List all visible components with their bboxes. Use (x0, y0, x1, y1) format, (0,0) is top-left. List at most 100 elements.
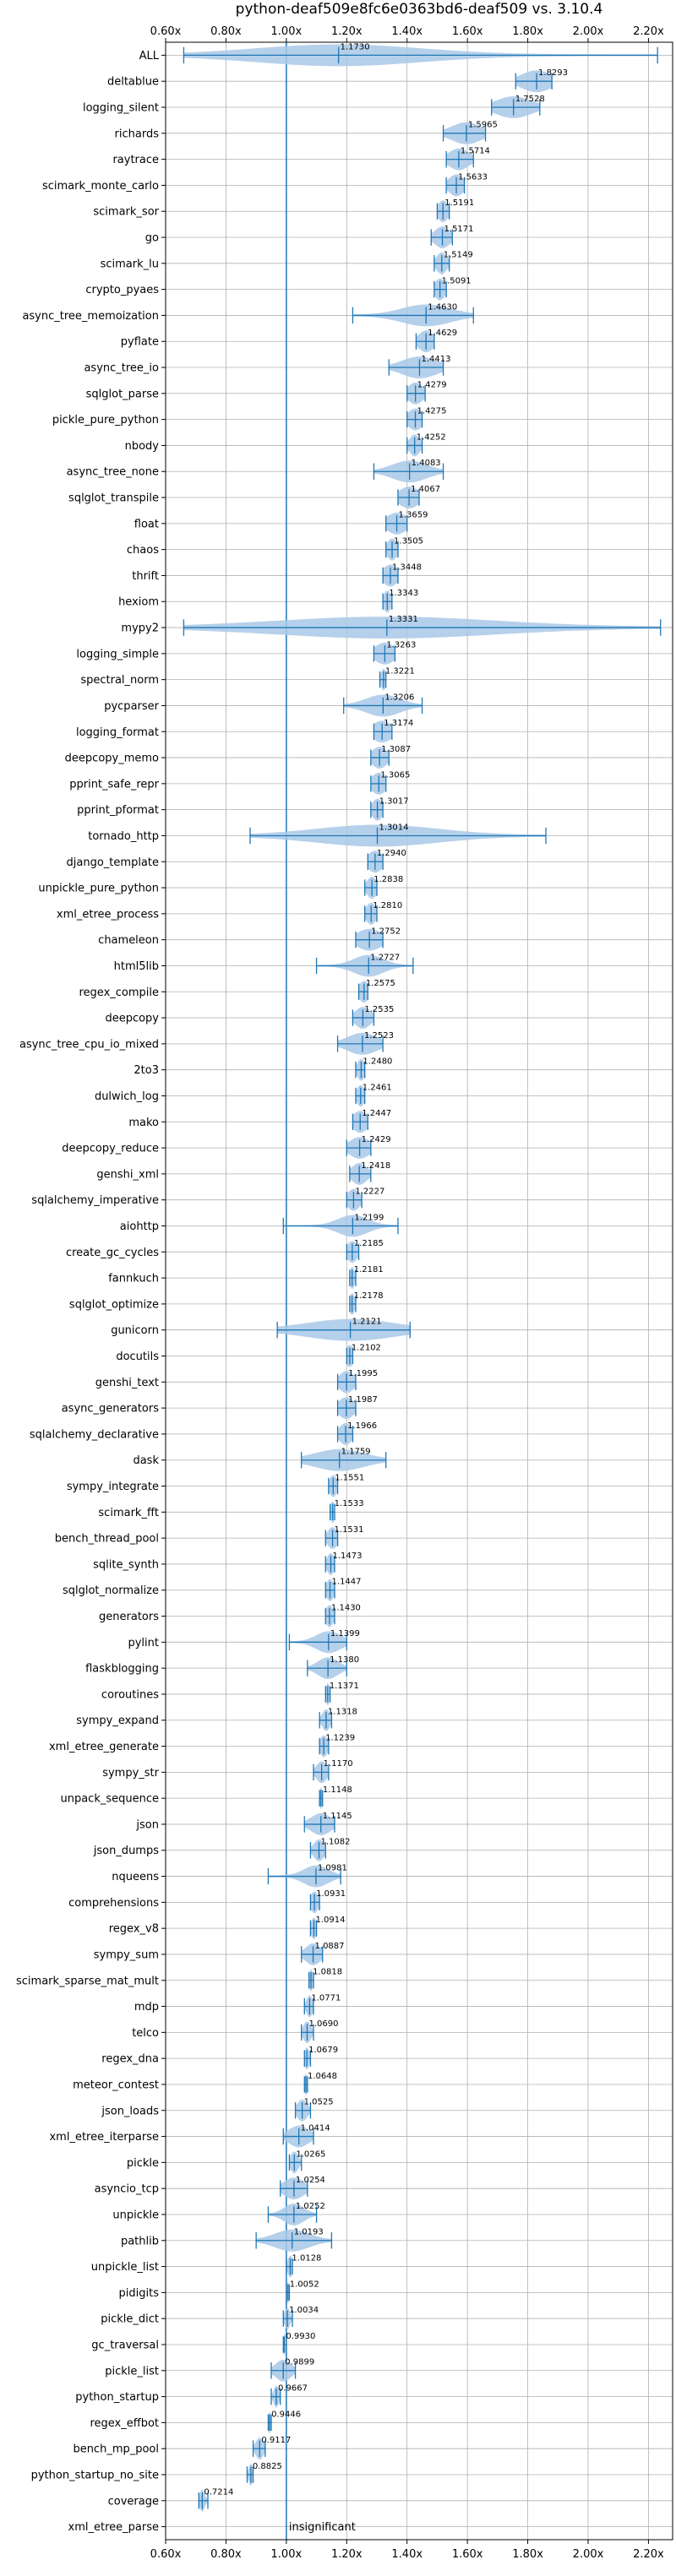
value-data-label: 1.0679 (308, 2046, 338, 2055)
value-data-label: 1.3659 (399, 511, 428, 520)
value-data-label: 1.2181 (354, 1265, 384, 1274)
value-data-label: 1.0254 (296, 2176, 325, 2185)
benchmark-label: nqueens (112, 1871, 159, 1883)
benchmark-label: sqlglot_optimize (69, 1298, 159, 1311)
x-tick-label-bottom: 1.80x (512, 2548, 543, 2561)
value-data-label: 1.2480 (363, 1057, 392, 1067)
benchmark-label: regex_effbot (90, 2417, 159, 2430)
benchmark-label: xml_etree_iterparse (49, 2131, 159, 2144)
x-tick-label-bottom: 1.40x (391, 2548, 422, 2561)
x-tick-label-top: 1.80x (512, 25, 543, 38)
value-data-label: 1.4083 (412, 459, 441, 468)
benchmark-label: go (145, 232, 159, 245)
benchmark-label: scimark_sparse_mat_mult (16, 1975, 159, 1987)
benchmark-label: float (134, 518, 159, 530)
benchmark-label: deltablue (107, 76, 159, 89)
benchmark-label: 2to3 (134, 1064, 159, 1077)
value-data-label: 1.0981 (318, 1863, 347, 1872)
benchmark-label: django_template (67, 856, 159, 869)
benchmark-label: aiohttp (120, 1220, 159, 1233)
value-data-label: 1.1551 (335, 1473, 364, 1482)
benchmark-label: docutils (116, 1350, 159, 1363)
benchmark-label: genshi_text (95, 1377, 159, 1389)
value-data-label: 1.1318 (328, 1708, 357, 1717)
value-data-label: 1.2810 (373, 901, 402, 910)
value-data-label: 1.4252 (417, 432, 446, 442)
label-layer: ALL 1.1730 deltablue 1.8293 logging_silent 1.… (16, 42, 568, 2534)
benchmark-label: thrift (132, 570, 159, 583)
value-data-label: 1.2429 (362, 1135, 391, 1144)
benchmark-label: bench_mp_pool (73, 2443, 159, 2456)
value-data-label: 1.1145 (323, 1812, 352, 1821)
benchmark-label: sympy_sum (94, 1948, 159, 1961)
benchmark-label: richards (115, 128, 160, 140)
benchmark-label: mako (128, 1117, 159, 1129)
value-data-label: 1.4279 (417, 381, 447, 390)
benchmark-label: tornado_http (88, 830, 159, 843)
value-data-label: 1.3263 (386, 641, 416, 650)
benchmark-label: async_tree_cpu_io_mixed (19, 1038, 159, 1051)
value-data-label: 1.2178 (354, 1291, 384, 1301)
value-data-label: 1.1473 (332, 1552, 362, 1561)
value-data-label: 1.1730 (341, 42, 370, 52)
value-data-label: 0.9117 (261, 2436, 291, 2445)
value-data-label: 1.1759 (341, 1448, 371, 1457)
benchmark-label: pidigits (119, 2287, 160, 2300)
value-data-label: 1.0931 (316, 1889, 346, 1899)
value-data-label: 1.2523 (364, 1031, 394, 1041)
value-data-label: 1.1531 (335, 1525, 364, 1535)
benchmark-label: generators (99, 1611, 159, 1623)
value-data-label: 1.2121 (352, 1318, 382, 1327)
benchmark-label: dulwich_log (95, 1090, 159, 1103)
plot-frame (165, 41, 673, 2541)
value-data-label: 0.9446 (271, 2410, 301, 2419)
value-data-label: 1.3087 (381, 745, 411, 754)
value-data-label: 1.0887 (315, 1942, 345, 1951)
benchmark-label: deepcopy (105, 1013, 159, 1025)
value-data-label: 1.1371 (330, 1682, 359, 1691)
benchmark-label: sqlglot_transpile (68, 492, 159, 505)
benchmark-label: gunicorn (111, 1324, 159, 1337)
value-data-label: 1.0771 (311, 1993, 341, 2003)
value-data-label: 1.0265 (296, 2149, 325, 2159)
x-tick-label-bottom: 0.80x (210, 2548, 242, 2561)
value-data-label: 1.2727 (370, 953, 400, 962)
chart-title: python-deaf509e8fc6e0363bd6-deaf509 vs. … (236, 1, 603, 18)
value-data-label: 0.9667 (278, 2383, 308, 2393)
value-data-label: 1.2185 (354, 1239, 384, 1248)
benchmark-label: flaskblogging (85, 1663, 159, 1676)
value-data-label: 1.1995 (348, 1369, 378, 1378)
benchmark-label: genshi_xml (96, 1168, 159, 1181)
benchmark-label: deepcopy_memo (65, 753, 159, 765)
value-data-label: 1.1239 (325, 1733, 355, 1742)
value-data-label: 1.0252 (296, 2202, 325, 2211)
x-tick-label-top: 0.80x (210, 25, 242, 38)
value-data-label: 1.4067 (411, 485, 440, 494)
benchmark-label: pickle_dict (101, 2313, 159, 2326)
benchmark-label: xml_etree_process (57, 908, 159, 921)
value-data-label: 1.5714 (461, 146, 490, 155)
value-data-label: 1.0914 (316, 1916, 346, 1925)
value-data-label: 1.0128 (292, 2253, 321, 2263)
value-data-label: 1.3448 (392, 562, 422, 572)
value-data-label: 1.5965 (468, 121, 498, 130)
benchmark-label: gc_traversal (91, 2339, 159, 2351)
value-data-label: 1.1966 (347, 1421, 377, 1431)
x-tick-label-top: 2.20x (633, 25, 664, 38)
benchmark-label: regex_v8 (109, 1923, 159, 1936)
benchmark-label: comprehensions (68, 1897, 159, 1910)
value-data-label: 1.4275 (417, 407, 447, 416)
benchmark-label: async_tree_none (67, 466, 159, 479)
value-data-label: 1.1399 (330, 1629, 360, 1639)
benchmark-label: pickle (127, 2157, 159, 2170)
value-data-label: 1.3206 (384, 693, 414, 702)
benchmark-label: sqlglot_parse (86, 388, 159, 400)
value-data-label: 1.2752 (371, 927, 401, 937)
benchmark-label: hexiom (118, 596, 159, 609)
x-tick-label-top: 1.20x (331, 25, 363, 38)
insignificant-label: insignificant (289, 2521, 356, 2534)
value-data-label: 1.1380 (330, 1655, 359, 1665)
benchmark-label: meteor_contest (73, 2079, 159, 2091)
value-data-label: 1.2227 (355, 1187, 384, 1197)
